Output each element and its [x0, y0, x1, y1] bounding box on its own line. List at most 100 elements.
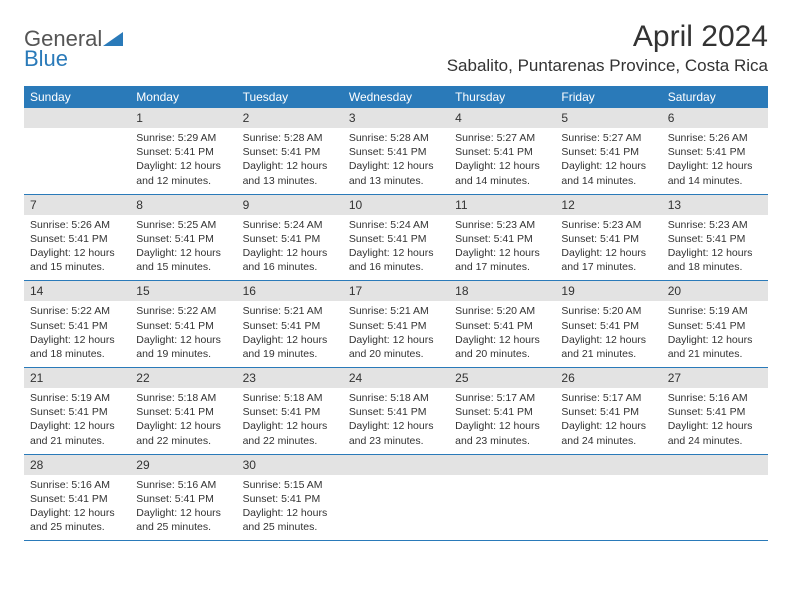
cell-line: Sunset: 5:41 PM: [136, 319, 230, 333]
day-header: Tuesday: [237, 86, 343, 108]
cell-line: Sunrise: 5:23 AM: [561, 218, 655, 232]
calendar-cell: 18Sunrise: 5:20 AMSunset: 5:41 PMDayligh…: [449, 281, 555, 367]
day-number: 8: [130, 195, 236, 215]
cell-line: Daylight: 12 hours: [136, 506, 230, 520]
cell-line: Sunrise: 5:28 AM: [349, 131, 443, 145]
calendar-cell: 9Sunrise: 5:24 AMSunset: 5:41 PMDaylight…: [237, 195, 343, 281]
cell-body: Sunrise: 5:24 AMSunset: 5:41 PMDaylight:…: [343, 215, 449, 281]
cell-line: Daylight: 12 hours: [455, 246, 549, 260]
cell-line: and 13 minutes.: [243, 174, 337, 188]
cell-body: Sunrise: 5:19 AMSunset: 5:41 PMDaylight:…: [662, 301, 768, 367]
cell-line: and 18 minutes.: [30, 347, 124, 361]
cell-line: and 20 minutes.: [455, 347, 549, 361]
cell-line: Sunset: 5:41 PM: [243, 319, 337, 333]
cell-body: [555, 475, 661, 484]
cell-line: Sunrise: 5:28 AM: [243, 131, 337, 145]
calendar-cell: 15Sunrise: 5:22 AMSunset: 5:41 PMDayligh…: [130, 281, 236, 367]
cell-line: and 25 minutes.: [136, 520, 230, 534]
cell-line: Sunset: 5:41 PM: [668, 145, 762, 159]
cell-line: Daylight: 12 hours: [30, 419, 124, 433]
cell-line: Sunset: 5:41 PM: [243, 405, 337, 419]
cell-line: and 19 minutes.: [136, 347, 230, 361]
cell-line: Daylight: 12 hours: [349, 159, 443, 173]
day-number: 2: [237, 108, 343, 128]
cell-line: Sunset: 5:41 PM: [668, 405, 762, 419]
day-number: 24: [343, 368, 449, 388]
week-row: 21Sunrise: 5:19 AMSunset: 5:41 PMDayligh…: [24, 368, 768, 455]
cell-body: [24, 128, 130, 137]
cell-line: Daylight: 12 hours: [243, 159, 337, 173]
calendar-cell: 16Sunrise: 5:21 AMSunset: 5:41 PMDayligh…: [237, 281, 343, 367]
cell-line: Sunset: 5:41 PM: [455, 232, 549, 246]
cell-body: Sunrise: 5:21 AMSunset: 5:41 PMDaylight:…: [343, 301, 449, 367]
day-number: [24, 108, 130, 128]
day-header: Sunday: [24, 86, 130, 108]
calendar-cell: 20Sunrise: 5:19 AMSunset: 5:41 PMDayligh…: [662, 281, 768, 367]
cell-body: Sunrise: 5:17 AMSunset: 5:41 PMDaylight:…: [555, 388, 661, 454]
day-number: 18: [449, 281, 555, 301]
day-headers-row: SundayMondayTuesdayWednesdayThursdayFrid…: [24, 86, 768, 108]
cell-line: Sunset: 5:41 PM: [136, 405, 230, 419]
day-header: Wednesday: [343, 86, 449, 108]
cell-line: Sunset: 5:41 PM: [30, 405, 124, 419]
cell-line: and 21 minutes.: [30, 434, 124, 448]
cell-line: Sunrise: 5:22 AM: [30, 304, 124, 318]
cell-line: and 25 minutes.: [243, 520, 337, 534]
day-number: 6: [662, 108, 768, 128]
cell-line: Daylight: 12 hours: [136, 246, 230, 260]
cell-line: and 21 minutes.: [668, 347, 762, 361]
cell-line: and 14 minutes.: [455, 174, 549, 188]
cell-line: Sunrise: 5:18 AM: [349, 391, 443, 405]
cell-line: Daylight: 12 hours: [349, 333, 443, 347]
cell-line: Sunset: 5:41 PM: [561, 232, 655, 246]
cell-line: and 21 minutes.: [561, 347, 655, 361]
calendar-cell: 8Sunrise: 5:25 AMSunset: 5:41 PMDaylight…: [130, 195, 236, 281]
cell-line: Sunset: 5:41 PM: [561, 319, 655, 333]
week-row: 1Sunrise: 5:29 AMSunset: 5:41 PMDaylight…: [24, 108, 768, 195]
month-title: April 2024: [447, 20, 768, 54]
calendar-cell: 28Sunrise: 5:16 AMSunset: 5:41 PMDayligh…: [24, 455, 130, 541]
day-number: [555, 455, 661, 475]
cell-body: Sunrise: 5:23 AMSunset: 5:41 PMDaylight:…: [449, 215, 555, 281]
calendar-cell: [449, 455, 555, 541]
cell-line: Sunrise: 5:20 AM: [561, 304, 655, 318]
calendar-cell: 2Sunrise: 5:28 AMSunset: 5:41 PMDaylight…: [237, 108, 343, 194]
title-block: April 2024 Sabalito, Puntarenas Province…: [447, 20, 768, 76]
day-number: 9: [237, 195, 343, 215]
cell-line: Daylight: 12 hours: [349, 419, 443, 433]
cell-line: Daylight: 12 hours: [30, 506, 124, 520]
cell-line: and 23 minutes.: [455, 434, 549, 448]
cell-line: Sunrise: 5:23 AM: [455, 218, 549, 232]
day-number: 5: [555, 108, 661, 128]
calendar-grid: SundayMondayTuesdayWednesdayThursdayFrid…: [24, 86, 768, 541]
header: GeneralBlue April 2024 Sabalito, Puntare…: [24, 20, 768, 76]
cell-body: Sunrise: 5:23 AMSunset: 5:41 PMDaylight:…: [555, 215, 661, 281]
cell-line: Daylight: 12 hours: [668, 333, 762, 347]
cell-line: and 15 minutes.: [136, 260, 230, 274]
calendar-cell: 29Sunrise: 5:16 AMSunset: 5:41 PMDayligh…: [130, 455, 236, 541]
calendar-cell: [662, 455, 768, 541]
cell-line: and 22 minutes.: [136, 434, 230, 448]
calendar-cell: 25Sunrise: 5:17 AMSunset: 5:41 PMDayligh…: [449, 368, 555, 454]
day-number: [662, 455, 768, 475]
cell-line: Daylight: 12 hours: [668, 419, 762, 433]
cell-line: Sunrise: 5:15 AM: [243, 478, 337, 492]
day-number: 22: [130, 368, 236, 388]
cell-line: Sunset: 5:41 PM: [136, 492, 230, 506]
cell-line: Sunset: 5:41 PM: [455, 319, 549, 333]
day-number: 7: [24, 195, 130, 215]
cell-body: Sunrise: 5:19 AMSunset: 5:41 PMDaylight:…: [24, 388, 130, 454]
cell-line: Daylight: 12 hours: [349, 246, 443, 260]
cell-body: Sunrise: 5:28 AMSunset: 5:41 PMDaylight:…: [343, 128, 449, 194]
calendar-cell: 11Sunrise: 5:23 AMSunset: 5:41 PMDayligh…: [449, 195, 555, 281]
cell-line: Sunrise: 5:17 AM: [561, 391, 655, 405]
cell-line: Sunset: 5:41 PM: [349, 232, 443, 246]
cell-line: and 15 minutes.: [30, 260, 124, 274]
calendar-cell: 22Sunrise: 5:18 AMSunset: 5:41 PMDayligh…: [130, 368, 236, 454]
day-number: 16: [237, 281, 343, 301]
cell-body: Sunrise: 5:16 AMSunset: 5:41 PMDaylight:…: [24, 475, 130, 541]
cell-body: Sunrise: 5:20 AMSunset: 5:41 PMDaylight:…: [555, 301, 661, 367]
calendar-cell: 4Sunrise: 5:27 AMSunset: 5:41 PMDaylight…: [449, 108, 555, 194]
cell-body: Sunrise: 5:20 AMSunset: 5:41 PMDaylight:…: [449, 301, 555, 367]
cell-line: Daylight: 12 hours: [561, 333, 655, 347]
